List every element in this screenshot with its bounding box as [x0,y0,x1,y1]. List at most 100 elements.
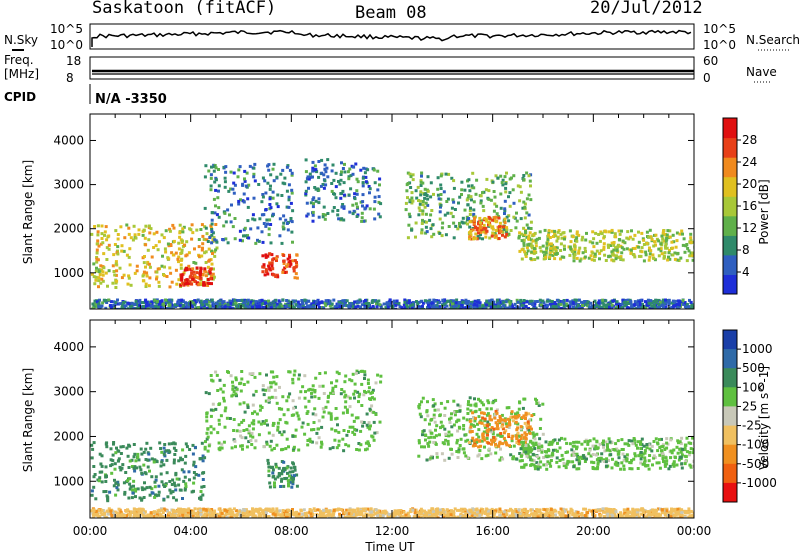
cell [138,301,142,305]
cell [231,187,235,191]
cell [361,181,365,185]
cell [156,267,160,271]
cell [368,427,372,431]
cell [478,421,482,425]
cell [661,231,665,235]
cell [558,459,562,462]
cell [421,212,425,216]
cell [201,454,205,458]
cell [341,189,345,193]
cell [468,189,472,193]
cell [306,175,310,179]
cell [464,298,468,302]
cell [94,497,98,501]
cell [238,402,242,406]
cell [580,300,583,304]
cell [214,204,217,208]
cell [251,372,255,376]
cell [320,440,323,444]
cell [154,494,158,498]
cell [359,429,363,433]
cell [164,229,168,233]
cell [545,304,549,308]
cell [425,230,429,234]
cell [230,394,234,398]
cell [157,280,161,284]
cell [211,402,215,406]
cell [489,305,493,309]
cell [287,484,290,488]
cell [341,299,345,303]
cell [269,184,272,188]
cell [588,439,592,443]
noise-trace [91,29,692,47]
cell [668,235,672,239]
cell [472,186,476,190]
cell [580,455,583,459]
cell [313,390,317,394]
cell [243,179,247,183]
cell [491,180,495,184]
cell [441,441,445,445]
cell [591,466,595,469]
cell [359,369,363,373]
cell [428,306,432,309]
cell [471,423,475,427]
cell [614,257,618,261]
cell [322,173,326,177]
cell [116,449,120,453]
cell [473,513,477,517]
cell [183,486,187,490]
cell [367,421,371,425]
cell [408,200,412,204]
cell [310,302,314,306]
cell [284,304,288,308]
cell [627,302,631,305]
cell [474,402,478,406]
cell [524,450,528,454]
cell [342,181,346,185]
cell [541,402,545,406]
cell [660,252,664,256]
cell [417,300,421,304]
cell [447,515,451,518]
cell [285,466,289,470]
cell [533,447,537,451]
cell [372,168,376,172]
cell [223,176,227,180]
cell [211,238,215,242]
cell [274,256,278,260]
cell [683,446,687,450]
cell [458,195,462,199]
cell [535,432,539,436]
cell [188,227,192,231]
cell [322,205,326,209]
cell [668,464,672,468]
cell [323,371,327,375]
cell [498,418,502,421]
cell [514,412,517,416]
cell [616,449,620,453]
cell [639,450,643,454]
freq-left-tick-bottom: 8 [66,71,74,85]
cell [92,475,96,479]
cell [479,219,483,223]
cell [614,307,618,309]
cell [363,370,367,374]
cell [563,237,566,241]
cell [610,228,614,232]
cell [348,405,352,409]
cell [505,406,509,410]
cell [205,232,209,236]
cell [220,442,224,446]
cell [666,307,670,309]
cell [460,304,464,307]
cell [253,375,257,379]
cell [177,483,181,487]
cell [116,233,120,236]
cell [516,431,520,435]
cell [470,430,474,433]
cell [240,436,244,440]
cell [283,468,287,472]
cell [522,241,526,245]
